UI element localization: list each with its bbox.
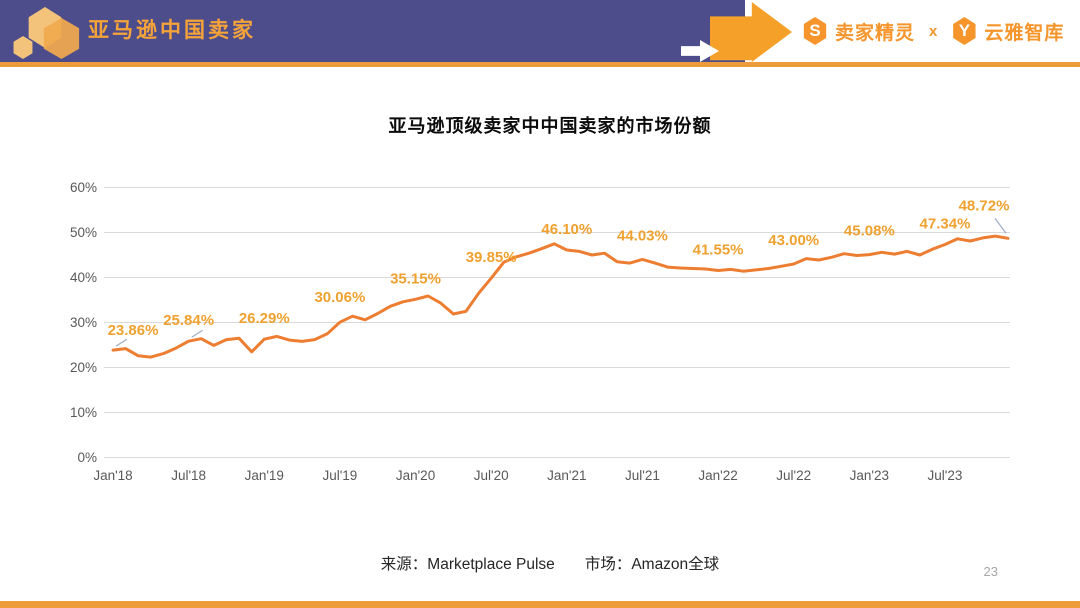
data-point-label: 30.06% <box>314 289 365 306</box>
header-bar: 亚马逊中国卖家 <box>0 0 745 62</box>
y-tick-label: 10% <box>70 405 97 420</box>
yunya-logo-icon: Y <box>953 17 976 45</box>
source-note: 来源：Marketplace Pulse 市场：Amazon全球 <box>20 552 1080 574</box>
data-labels: 23.86%25.84% 26.29% 30.06% 35.15% 39.85% 46.1… <box>108 197 1010 339</box>
y-tick-label: 30% <box>70 315 97 330</box>
x-tick-label: Jan'20 <box>396 468 435 483</box>
page-number: 23 <box>983 564 998 579</box>
data-point-label: 23.86% <box>108 322 159 339</box>
x-tick-label: Jul'20 <box>474 468 509 483</box>
y-axis-labels: 0% 10% 20% 30% 40% 50% 60% <box>70 180 97 465</box>
bottom-accent-strip <box>0 601 1080 608</box>
data-point-label: 45.08% <box>844 223 895 240</box>
chart-title: 亚马逊顶级卖家中中国卖家的市场份额 <box>388 116 712 136</box>
y-tick-label: 60% <box>70 180 97 195</box>
hexagon-logo-part <box>13 36 33 59</box>
yunya-logo-text: 云雅智库 <box>984 22 1065 44</box>
data-point-label: 39.85% <box>466 249 517 266</box>
sellersprite-logo-icon: S <box>803 17 827 45</box>
header-accent-line <box>0 62 1080 67</box>
x-axis-labels: Jan'18 Jul'18 Jan'19 Jul'19 Jan'20 Jul'20 Jan'… <box>93 468 962 483</box>
data-point-label: 47.34% <box>920 215 971 232</box>
data-point-label: 44.03% <box>617 227 668 244</box>
data-point-label: 46.10% <box>541 221 592 238</box>
data-point-label: 43.00% <box>768 232 819 249</box>
gridlines <box>104 187 1010 458</box>
label-leader-line <box>191 329 203 338</box>
y-tick-label: 0% <box>77 450 97 465</box>
y-tick-label: 20% <box>70 360 97 375</box>
x-tick-label: Jul'22 <box>776 468 811 483</box>
series-line <box>111 234 1010 359</box>
x-tick-label: Jul'21 <box>625 468 660 483</box>
y-tick-label: 50% <box>70 225 97 240</box>
header-title: 亚马逊中国卖家 <box>88 19 256 42</box>
x-tick-label: Jan'18 <box>93 468 132 483</box>
x-tick-label: Jul'23 <box>928 468 963 483</box>
leader-lines <box>115 217 1007 347</box>
partner-separator: x <box>929 22 938 40</box>
label-leader-line <box>115 338 128 347</box>
x-tick-label: Jul'18 <box>171 468 206 483</box>
data-point-label: 25.84% <box>163 312 214 329</box>
y-tick-label: 40% <box>70 270 97 285</box>
x-tick-label: Jul'19 <box>322 468 357 483</box>
x-tick-label: Jan'22 <box>698 468 737 483</box>
market-label: 市场：Amazon全球 <box>584 556 720 573</box>
source-label: 来源：Marketplace Pulse <box>380 556 555 573</box>
x-tick-label: Jan'21 <box>547 468 586 483</box>
data-point-label: 48.72% <box>959 197 1010 214</box>
label-leader-line <box>994 217 1007 234</box>
x-tick-label: Jan'23 <box>850 468 889 483</box>
data-point-label: 35.15% <box>390 270 441 287</box>
x-tick-label: Jan'19 <box>245 468 284 483</box>
data-point-label: 26.29% <box>239 310 290 327</box>
partner-logos: S 卖家精灵 x Y 云雅智库 <box>802 0 1064 62</box>
sellersprite-logo-text: 卖家精灵 <box>835 22 916 44</box>
data-point-label: 41.55% <box>693 242 744 259</box>
